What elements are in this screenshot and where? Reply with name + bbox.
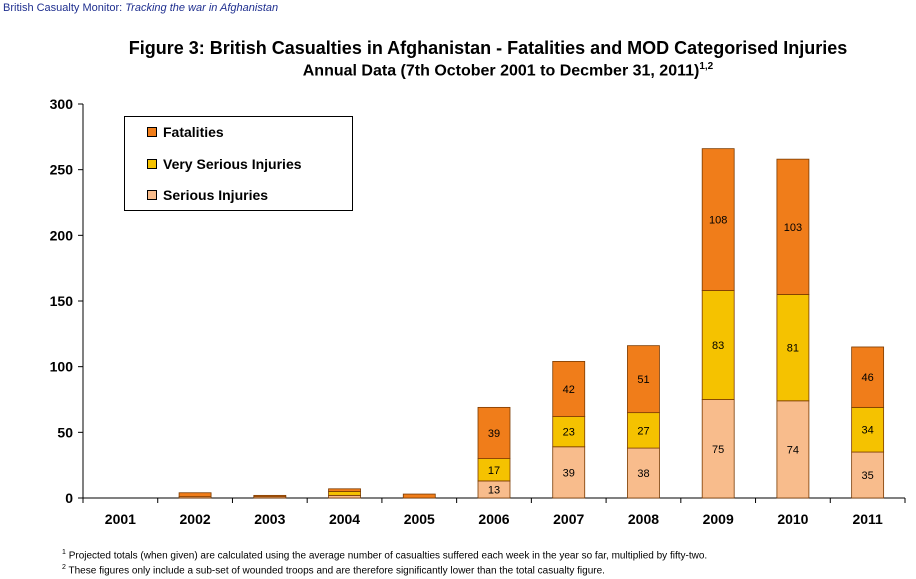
bar-fatalities-2002	[178, 492, 212, 498]
data-label: 42	[563, 384, 575, 396]
bar-very-serious-injuries-2008	[627, 412, 660, 449]
x-tick-label: 2009	[703, 511, 734, 527]
legend-label-fatalities: Fatalities	[163, 124, 224, 140]
x-tick-label: 2001	[105, 511, 136, 527]
data-label: 51	[637, 374, 649, 386]
data-label: 39	[488, 428, 500, 440]
bar-fatalities-2011	[851, 346, 885, 408]
y-tick-label: 50	[57, 424, 73, 440]
footnote-2-text: These figures only include a sub-set of …	[68, 565, 605, 577]
bar-fatalities-2003	[253, 494, 287, 498]
x-tick-label: 2008	[628, 511, 659, 527]
footnotes: 1 Projected totals (when given) are calc…	[62, 547, 707, 578]
chart-title: Figure 3: British Casualties in Afghanis…	[128, 38, 848, 58]
legend-swatch-fatalities	[147, 127, 157, 137]
data-label: 23	[563, 427, 575, 439]
legend-swatch-very-serious-injuries	[147, 159, 157, 169]
footnote-1-mark: 1	[62, 549, 66, 556]
bar-fatalities-2010	[776, 158, 810, 295]
footnote-1-text: Projected totals (when given) are calcul…	[68, 550, 708, 562]
data-label: 74	[787, 444, 799, 456]
data-label: 39	[563, 467, 575, 479]
y-tick-label: 0	[65, 490, 73, 506]
data-label: 35	[862, 470, 874, 482]
legend-item-fatalities: Fatalities	[147, 122, 224, 142]
chart-legend: Fatalities Very Serious Injuries Serious…	[124, 116, 353, 211]
data-label: 27	[637, 425, 649, 437]
source-tagline: Tracking the war in Afghanistan	[125, 2, 279, 14]
x-tick-label: 2011	[852, 511, 883, 527]
data-label: 34	[862, 425, 874, 437]
y-tick-label: 250	[50, 162, 74, 178]
subtitle-footnote-marks: 1,2	[699, 61, 714, 72]
footnote-1: 1 Projected totals (when given) are calc…	[62, 547, 707, 562]
y-tick-label: 150	[50, 293, 74, 309]
footnote-2-mark: 2	[62, 564, 66, 572]
y-tick-label: 200	[50, 227, 74, 243]
x-tick-label: 2010	[777, 511, 808, 527]
x-tick-label: 2003	[254, 511, 285, 527]
data-label: 108	[709, 215, 727, 227]
x-tick-label: 2005	[404, 511, 435, 527]
x-tick-label: 2002	[180, 511, 211, 527]
legend-label-very-serious-injuries: Very Serious Injuries	[163, 156, 302, 172]
legend-item-very-serious-injuries: Very Serious Injuries	[147, 154, 302, 174]
data-label: 13	[488, 484, 500, 496]
bar-serious-injuries-2010	[776, 400, 810, 499]
bar-very-serious-injuries-2010	[776, 294, 810, 402]
bar-very-serious-injuries-2004	[328, 491, 361, 496]
data-label: 83	[712, 340, 724, 352]
subtitle-text: Annual Data (7th October 2001 to Decmber…	[302, 62, 700, 80]
source-line: British Casualty Monitor: Tracking the w…	[3, 2, 278, 14]
legend-swatch-serious-injuries	[147, 190, 157, 200]
bar-very-serious-injuries-2007	[552, 416, 586, 448]
data-label: 46	[862, 372, 874, 384]
bar-serious-injuries-2009	[701, 399, 735, 499]
footnote-2: 2 These figures only include a sub-set o…	[62, 562, 707, 577]
y-tick-label: 300	[50, 96, 74, 112]
data-label: 38	[637, 468, 649, 480]
data-label: 81	[787, 343, 799, 355]
x-tick-label: 2007	[553, 511, 584, 527]
data-label: 103	[784, 222, 802, 234]
data-label: 17	[488, 465, 500, 477]
bar-serious-injuries-2007	[552, 446, 586, 499]
bar-fatalities-2007	[552, 361, 586, 417]
legend-item-serious-injuries: Serious Injuries	[147, 185, 268, 205]
source-name: British Casualty Monitor:	[3, 2, 123, 14]
chart-subtitle: Annual Data (7th October 2001 to Decmber…	[100, 61, 916, 80]
bar-fatalities-2008	[627, 345, 660, 414]
bar-serious-injuries-2011	[851, 451, 885, 499]
bar-fatalities-2009	[701, 148, 735, 291]
bar-fatalities-2005	[402, 493, 436, 499]
data-label: 75	[712, 444, 724, 456]
bar-very-serious-injuries-2009	[701, 290, 735, 400]
y-tick-label: 100	[50, 359, 74, 375]
legend-label-serious-injuries: Serious Injuries	[163, 187, 269, 203]
bar-fatalities-2004	[328, 488, 361, 492]
x-tick-label: 2006	[478, 511, 509, 527]
bar-very-serious-injuries-2011	[851, 406, 885, 453]
bar-fatalities-2006	[477, 406, 511, 460]
x-tick-label: 2004	[329, 511, 360, 527]
